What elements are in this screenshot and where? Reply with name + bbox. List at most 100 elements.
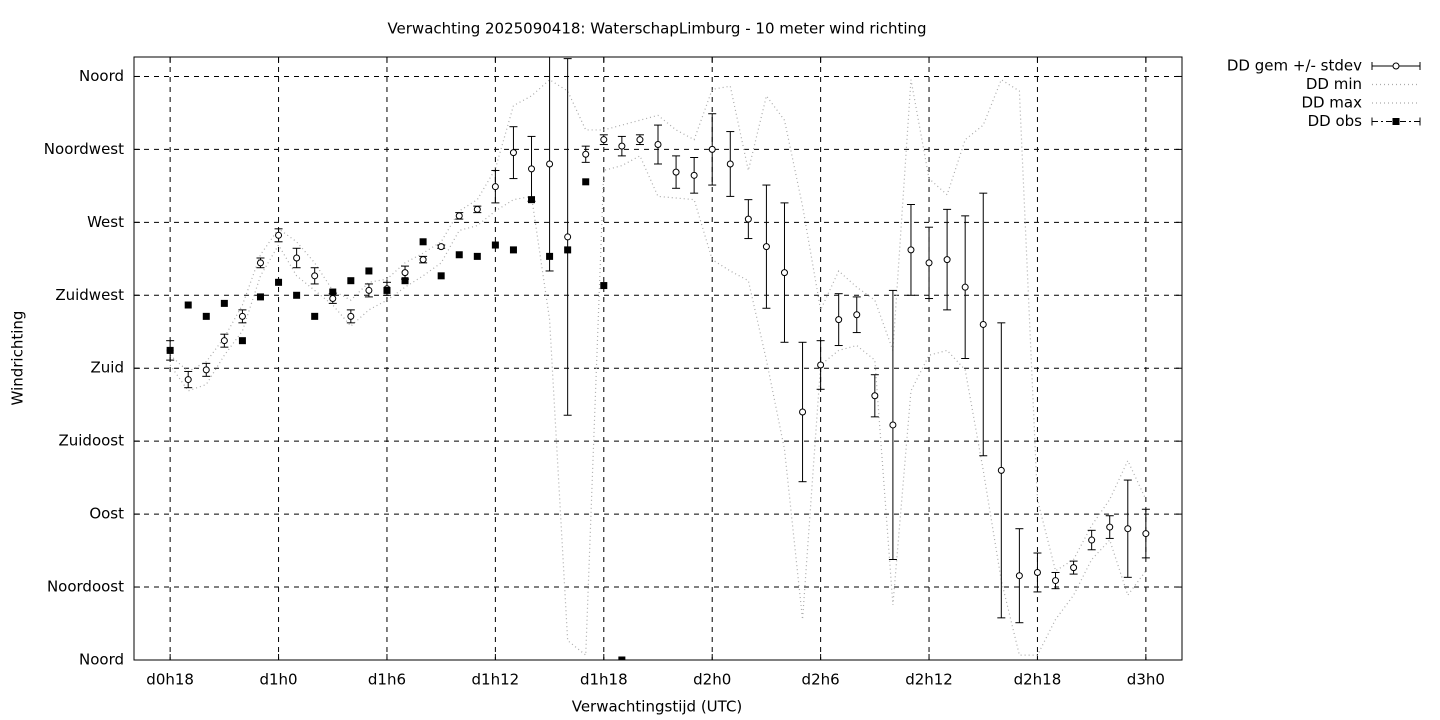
mean-point xyxy=(293,254,301,262)
mean-point xyxy=(618,142,626,150)
y-tick-label: Noord xyxy=(79,651,124,669)
obs-point xyxy=(275,278,283,286)
obs-point xyxy=(256,293,264,301)
mean-point xyxy=(762,243,770,251)
y-tick-label: Noord xyxy=(79,67,124,85)
mean-point xyxy=(528,165,536,173)
obs-point xyxy=(311,312,319,320)
y-tick-label: West xyxy=(87,213,124,231)
mean-point xyxy=(419,256,427,264)
mean-point xyxy=(311,272,319,280)
mean-point xyxy=(835,316,843,324)
y-tick-label: Noordwest xyxy=(44,140,124,158)
obs-point xyxy=(166,346,174,354)
mean-point xyxy=(1106,523,1114,531)
mean-point xyxy=(1124,525,1132,533)
mean-point xyxy=(871,392,879,400)
obs-point xyxy=(401,277,409,285)
mean-point xyxy=(925,259,933,267)
obs-point xyxy=(419,238,427,246)
plot-area xyxy=(166,57,1150,660)
obs-point xyxy=(582,178,590,186)
mean-point xyxy=(979,320,987,328)
mean-point xyxy=(365,286,373,294)
obs-point xyxy=(347,277,355,285)
mean-point xyxy=(256,259,264,267)
mean-point xyxy=(799,408,807,416)
obs-point xyxy=(546,252,554,260)
obs-point xyxy=(491,241,499,249)
mean-point xyxy=(817,361,825,369)
mean-point xyxy=(672,168,680,176)
obs-point xyxy=(329,288,337,296)
mean-point xyxy=(329,295,337,303)
mean-point xyxy=(600,136,608,144)
mean-point xyxy=(275,231,283,239)
mean-point xyxy=(708,145,716,153)
obs-point xyxy=(618,656,626,660)
mean-point xyxy=(1015,572,1023,580)
y-axis-label: Windrichting xyxy=(9,311,27,406)
mean-point xyxy=(690,171,698,179)
mean-point xyxy=(564,233,572,241)
obs-point xyxy=(220,299,228,307)
mean-point xyxy=(1033,568,1041,576)
mean-point xyxy=(509,149,517,157)
mean-point xyxy=(943,256,951,264)
obs-point xyxy=(528,196,536,204)
x-tick-label: d2h0 xyxy=(693,671,731,689)
obs-point xyxy=(383,286,391,294)
mean-point xyxy=(184,376,192,384)
y-tick-label: Zuidwest xyxy=(55,286,124,304)
legend-label: DD gem +/- stdev xyxy=(1227,57,1362,75)
y-tick-label: Zuid xyxy=(91,359,124,377)
obs-point xyxy=(455,251,463,259)
mean-point xyxy=(726,160,734,168)
mean-point xyxy=(1052,577,1060,585)
mean-point xyxy=(853,311,861,319)
mean-point xyxy=(491,183,499,191)
mean-point xyxy=(455,212,463,220)
obs-point xyxy=(202,312,210,320)
mean-point xyxy=(473,205,481,213)
mean-point xyxy=(1088,536,1096,544)
x-tick-label: d1h18 xyxy=(580,671,628,689)
x-tick-label: d2h18 xyxy=(1014,671,1062,689)
mean-point xyxy=(780,269,788,277)
legend-swatch xyxy=(1392,118,1400,125)
mean-point xyxy=(347,312,355,320)
mean-point xyxy=(1142,530,1150,538)
x-tick-label: d1h0 xyxy=(259,671,297,689)
obs-point xyxy=(184,301,192,309)
plot-frame xyxy=(133,56,1183,661)
mean-point xyxy=(220,337,228,345)
x-tick-label: d2h6 xyxy=(802,671,840,689)
chart-title: Verwachting 2025090418: WaterschapLimbur… xyxy=(387,20,926,38)
obs-point xyxy=(293,291,301,299)
obs-point xyxy=(600,282,608,290)
legend-swatch xyxy=(1392,62,1400,70)
legend-label: DD min xyxy=(1306,75,1362,93)
mean-point xyxy=(889,421,897,429)
mean-point xyxy=(636,136,644,144)
x-tick-label: d1h6 xyxy=(368,671,406,689)
x-tick-label: d1h12 xyxy=(472,671,520,689)
obs-point xyxy=(509,246,517,254)
mean-point xyxy=(1070,564,1078,572)
mean-point xyxy=(907,246,915,254)
mean-point xyxy=(546,160,554,168)
mean-point xyxy=(997,466,1005,474)
x-tick-label: d3h0 xyxy=(1127,671,1165,689)
mean-point xyxy=(744,215,752,223)
mean-point xyxy=(238,312,246,320)
obs-point xyxy=(365,267,373,275)
mean-point xyxy=(654,141,662,149)
mean-point xyxy=(202,366,210,374)
mean-point xyxy=(437,243,445,251)
y-tick-label: Oost xyxy=(89,505,124,523)
x-tick-label: d0h18 xyxy=(146,671,194,689)
obs-point xyxy=(437,272,445,280)
x-axis-label: Verwachtingstijd (UTC) xyxy=(572,698,743,716)
y-tick-label: Zuidoost xyxy=(58,432,124,450)
